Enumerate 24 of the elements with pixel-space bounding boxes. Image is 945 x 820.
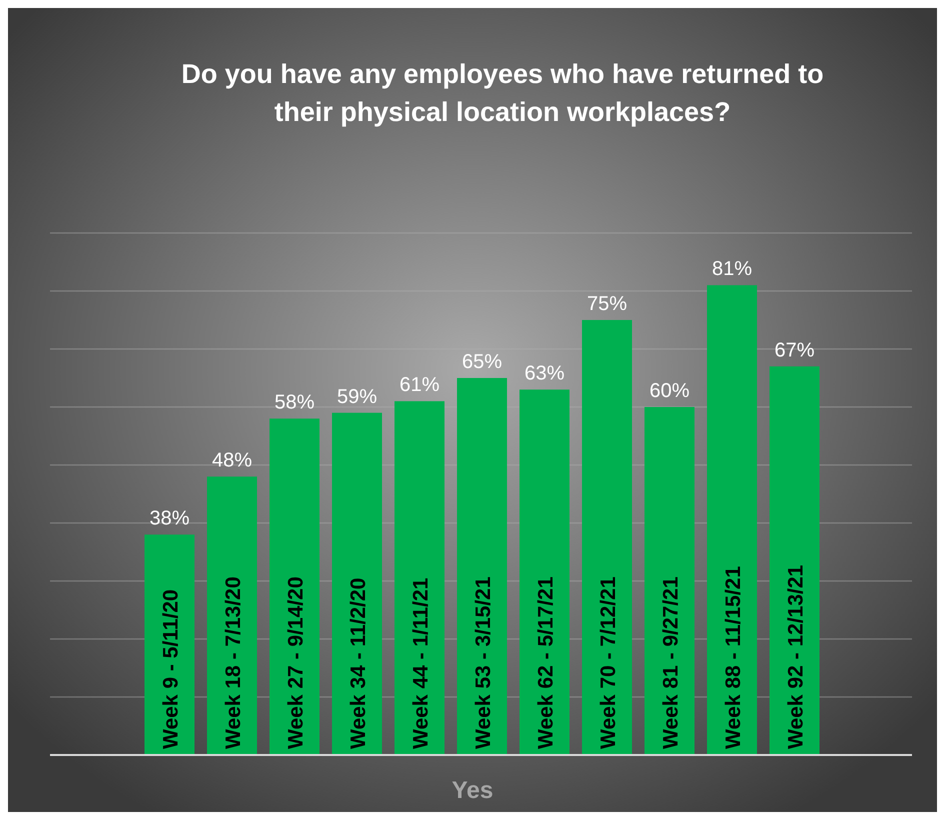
data-label: 48% xyxy=(212,450,252,472)
x-tick-label: Week 18 - 7/13/20 xyxy=(222,576,245,749)
data-label: 75% xyxy=(586,293,628,315)
chart-title: Do you have any employees who have returned to their physical location workplaces? xyxy=(181,59,824,127)
x-tick-label: Week 44 - 1/11/21 xyxy=(410,577,432,749)
data-label: 67% xyxy=(774,339,815,362)
x-tick-label: Week 34 - 11/2/20 xyxy=(347,578,370,749)
x-tick-label: Week 70 - 7/12/21 xyxy=(597,576,620,749)
x-tick-label: Week 88 - 11/15/21 xyxy=(722,566,745,749)
data-label: 65% xyxy=(462,351,502,373)
data-label: 63% xyxy=(524,362,565,385)
x-tick-label: Week 81 - 9/27/21 xyxy=(660,576,682,749)
data-label: 59% xyxy=(336,386,378,408)
data-label: 60% xyxy=(649,380,690,402)
data-label: 58% xyxy=(274,392,315,414)
x-tick-label: Week 27 - 9/14/20 xyxy=(284,576,308,749)
x-tick-label: Week 92 - 12/13/21 xyxy=(784,564,808,749)
x-axis-title: Yes xyxy=(452,777,494,804)
x-tick-label: Week 62 - 5/17/21 xyxy=(534,576,558,749)
x-tick-label: Week 53 - 3/15/21 xyxy=(472,576,495,749)
data-label: 81% xyxy=(712,258,752,280)
x-tick-label: Week 9 - 5/11/20 xyxy=(160,589,182,749)
data-label: 61% xyxy=(399,374,440,396)
data-label: 38% xyxy=(149,508,190,530)
